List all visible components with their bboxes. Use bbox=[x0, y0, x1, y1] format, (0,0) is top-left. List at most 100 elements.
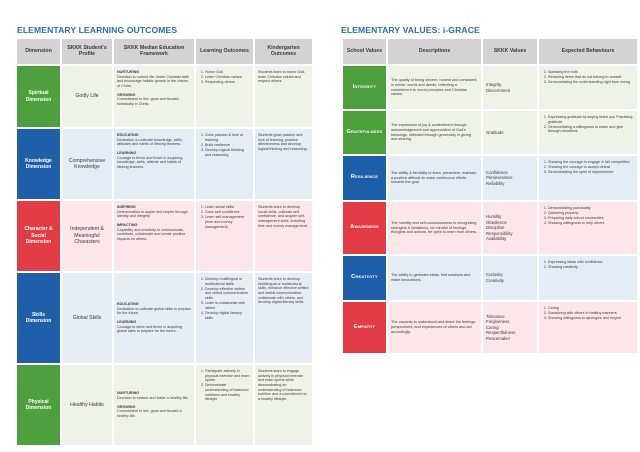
framework-text: Capability and creativity to communicate… bbox=[117, 227, 186, 241]
framework-heading: NURTURING bbox=[117, 70, 140, 74]
framework-cell: EDUCATING Dedication to cultivate global… bbox=[113, 272, 195, 364]
header-expected-behaviours: Expected Behaviours bbox=[538, 38, 638, 65]
skkk-value: Humility bbox=[486, 214, 502, 220]
profile-cell: Independent & Meaningful Characters bbox=[61, 200, 113, 272]
dimension-cell: Knowledge Dimension bbox=[16, 128, 61, 200]
skkk-value: Peacemaker bbox=[486, 335, 511, 341]
skkk-value: Tolerance bbox=[486, 313, 505, 319]
kinder-cell: Students learn to engage actively in phy… bbox=[254, 364, 313, 446]
table-row: Knowledge Dimension Comprehensive Knowle… bbox=[16, 128, 313, 200]
behaviour-item: Socializing with others in healthy manne… bbox=[548, 311, 634, 316]
kinder-cell: Students learn to develop social skills,… bbox=[254, 200, 313, 272]
outcomes-cell: Grow passion & love of learning Build re… bbox=[195, 128, 254, 200]
values-title: ELEMENTARY VALUES: i-GRACE bbox=[341, 25, 480, 35]
dimension-cell: Physical Dimension bbox=[16, 364, 61, 446]
description-cell: The capacity to understand and share the… bbox=[387, 301, 482, 354]
framework-heading: GROWING bbox=[117, 92, 136, 97]
table-row: Empathy The capacity to understand and s… bbox=[342, 301, 638, 354]
outcome-item: Grow self-confidence bbox=[205, 210, 250, 215]
header-profile: SKKK Student's Profile bbox=[61, 38, 113, 65]
skkk-values-cell: Tolerance Forgiveness Caring Respectfuln… bbox=[482, 301, 538, 354]
behaviour-item: Demonstrating the understanding right fr… bbox=[548, 80, 634, 85]
outcome-item: Build resilience bbox=[205, 143, 250, 148]
skkk-value: Gratitude bbox=[486, 129, 504, 135]
table-row: Physical Dimension Healthy Habits NURTUR… bbox=[16, 364, 313, 446]
learning-outcomes-page: ELEMENTARY LEARNING OUTCOMES Dimension S… bbox=[0, 0, 320, 452]
behaviour-item: Caring bbox=[548, 306, 634, 311]
skkk-values-cell: Humility Obedience Discipline Responsibi… bbox=[482, 201, 538, 255]
behaviours-cell: Showing the courage to engage in fair co… bbox=[538, 155, 638, 201]
skkk-value: Obedience bbox=[486, 219, 507, 225]
header-descriptions: Descriptions bbox=[387, 38, 482, 65]
framework-heading: EDUCATING bbox=[117, 133, 139, 137]
outcome-item: Participate actively in physical exercis… bbox=[205, 369, 250, 383]
outcomes-cell: Develop multilingual or multicultural sk… bbox=[195, 272, 254, 364]
table-row: Skills Dimension Global Skills EDUCATING… bbox=[16, 272, 313, 364]
profile-cell: Comprehensive Knowledge bbox=[61, 128, 113, 200]
skkk-value: Reliability bbox=[486, 180, 505, 186]
framework-heading: IMPACTING bbox=[117, 222, 138, 227]
table-row: Integrity The quality of being sincere, … bbox=[342, 65, 638, 110]
value-name-cell: Resilience bbox=[342, 155, 387, 201]
description-cell: The humility and self-consciousness in r… bbox=[387, 201, 482, 255]
behaviour-item: Expressing ideas with confidence bbox=[548, 260, 634, 265]
value-name-cell: Empathy bbox=[342, 301, 387, 354]
skkk-value: Discipline bbox=[486, 225, 505, 231]
table-header-row: School Values Descriptions SKKK Values E… bbox=[342, 38, 638, 65]
skkk-value: Discernment bbox=[486, 87, 511, 93]
outcome-item: Develop multilingual or multicultural sk… bbox=[205, 277, 250, 286]
dimension-cell: Spiritual Dimension bbox=[16, 65, 61, 128]
framework-heading: GROWING bbox=[117, 404, 136, 409]
skkk-value: Forgiveness bbox=[486, 319, 510, 325]
framework-text: Dedication to cultivate global skills to… bbox=[117, 306, 191, 316]
framework-text: Determination to aspire and inspire thro… bbox=[117, 209, 188, 219]
framework-heading: LEARNING bbox=[117, 150, 137, 155]
framework-text: Devotion to nurture and foster a healthy… bbox=[117, 396, 189, 401]
profile-cell: Godly Life bbox=[61, 65, 113, 128]
outcomes-cell: Honor God Learn Christian values Respect… bbox=[195, 65, 254, 128]
header-skkk-values: SKKK Values bbox=[482, 38, 538, 65]
table-row: Creativity The ability to generate ideas… bbox=[342, 255, 638, 301]
skkk-values-cell: Curiosity Creativity bbox=[482, 255, 538, 301]
outcome-item: Demonstrate understanding of balanced nu… bbox=[205, 383, 250, 402]
description-cell: The ability & flexibility to learn, pers… bbox=[387, 155, 482, 201]
description-cell: The quality of being sincere, honest and… bbox=[387, 65, 482, 110]
values-table: School Values Descriptions SKKK Values E… bbox=[342, 38, 638, 354]
behaviour-item: Queueing properly bbox=[548, 211, 634, 216]
behaviours-cell: Expressing gratitude by saying thank you… bbox=[538, 110, 638, 155]
framework-cell: NURTURING Devotion to nurture and foster… bbox=[113, 364, 195, 446]
behaviours-cell: Speaking the truth Returning items that … bbox=[538, 65, 638, 110]
behaviour-item: Demonstrating a willingness to share and… bbox=[548, 125, 634, 134]
behaviour-item: Showing creativity bbox=[548, 265, 634, 270]
profile-cell: Global Skills bbox=[61, 272, 113, 364]
dimension-cell: Character & Social Dimension bbox=[16, 200, 61, 272]
outcome-item: Develop digital literacy skills bbox=[205, 311, 250, 320]
outcome-item: Learn Christian values bbox=[205, 75, 250, 80]
framework-text: Commitment to live, grow and flourish ho… bbox=[117, 97, 179, 106]
behaviours-cell: Expressing ideas with confidence Showing… bbox=[538, 255, 638, 301]
behaviour-item: Showing the courage to accept defeat bbox=[548, 165, 634, 170]
behaviours-cell: Demonstrating punctuality Queueing prope… bbox=[538, 201, 638, 255]
framework-text: Devotion to nurture life, foster Christi… bbox=[117, 74, 189, 88]
behaviour-item: Expressing gratitude by saying thank you… bbox=[548, 115, 634, 124]
header-kindergarten-outcomes: Kindergarten Outcomes bbox=[254, 38, 313, 65]
skkk-value: Curiosity bbox=[486, 272, 503, 278]
framework-cell: INSPIRING Determination to aspire and in… bbox=[113, 200, 195, 272]
framework-heading: NURTURING bbox=[117, 391, 140, 396]
outcome-item: Learn self-management (time and money ma… bbox=[205, 215, 250, 229]
value-name-cell: Creativity bbox=[342, 255, 387, 301]
framework-cell: EDUCATING Dedication to cultivate knowle… bbox=[113, 128, 195, 200]
skkk-values-cell: Confidence Perseverance Reliability bbox=[482, 155, 538, 201]
header-dimension: Dimension bbox=[16, 38, 61, 65]
skkk-values-cell: Gratitude bbox=[482, 110, 538, 155]
framework-heading: INSPIRING bbox=[117, 205, 136, 209]
table-row: Resilience The ability & flexibility to … bbox=[342, 155, 638, 201]
value-name-cell: Awareness bbox=[342, 201, 387, 255]
table-row: Awareness The humility and self-consciou… bbox=[342, 201, 638, 255]
outcomes-cell: Learn social skills Grow self-confidence… bbox=[195, 200, 254, 272]
value-name-cell: Integrity bbox=[342, 65, 387, 110]
description-cell: The expression of joy & contentment thro… bbox=[387, 110, 482, 155]
outcome-item: Develop effective written and verbal com… bbox=[205, 287, 250, 301]
behaviour-item: Showing willingness to apologize and for… bbox=[548, 316, 634, 321]
skkk-value: Respectfulness bbox=[486, 330, 516, 336]
